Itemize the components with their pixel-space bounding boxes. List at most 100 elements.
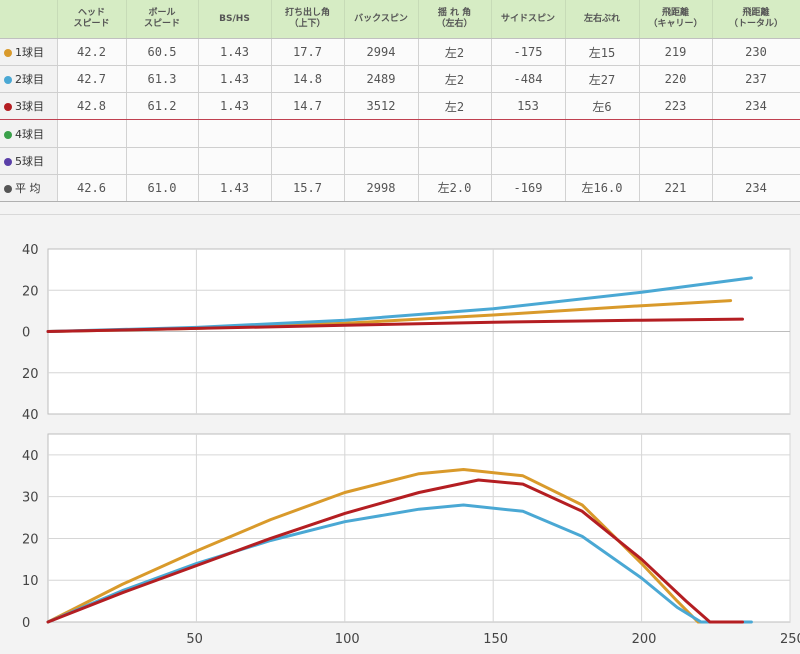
chart-0-series-line-3 xyxy=(46,317,744,333)
launch-angle-cell xyxy=(271,119,345,148)
back-spin-cell xyxy=(344,119,419,148)
side-spin-cell: -175 xyxy=(491,38,566,67)
row-label: 3球目 xyxy=(0,92,58,121)
back-spin-cell: 2994 xyxy=(344,38,419,67)
header-cell: ヘッド スピード xyxy=(57,0,127,39)
table-row[interactable]: 4球目 xyxy=(0,119,800,148)
back-spin-cell: 3512 xyxy=(344,92,419,121)
side-spin-cell xyxy=(491,119,566,148)
shot-data-table: ヘッド スピード ボール スピード BS/HS 打ち出し角 （上下） バックスピ… xyxy=(0,0,800,203)
chart-0-y-tick-label: 20 xyxy=(22,284,39,299)
total-distance-cell: 230 xyxy=(712,38,800,67)
ball-speed-cell xyxy=(126,119,199,148)
deviation-cell xyxy=(565,119,640,148)
carry-distance-cell: 220 xyxy=(639,65,713,94)
side-spin-cell: -169 xyxy=(491,174,566,203)
smash-factor-cell: 1.43 xyxy=(198,174,272,203)
header-cell: 揺 れ 角 （左右） xyxy=(418,0,492,39)
ball-3-dot-icon xyxy=(4,103,12,112)
row-label: 5球目 xyxy=(0,147,58,175)
header-cell xyxy=(0,0,58,39)
swing-angle-cell: 左2 xyxy=(418,65,492,94)
header-cell: 打ち出し角 （上下） xyxy=(271,0,345,39)
side-spin-cell xyxy=(491,147,566,175)
deviation-cell: 左6 xyxy=(565,92,640,121)
chart-1-x-tick-label: 200 xyxy=(632,632,657,647)
chart-0-y-tick-label: 0 xyxy=(22,326,30,341)
carry-distance-cell: 223 xyxy=(639,92,713,121)
total-distance-cell xyxy=(712,119,800,148)
average-dot-icon xyxy=(4,184,12,193)
launch-angle-cell: 14.7 xyxy=(271,92,345,121)
chart-0-y-tick-label: 20 xyxy=(22,367,39,382)
head-speed-cell xyxy=(57,147,127,175)
chart-1-series-line-2 xyxy=(46,503,753,624)
back-spin-cell: 2489 xyxy=(344,65,419,94)
header-cell: バックスピン xyxy=(344,0,419,39)
header-cell: 左右ぶれ xyxy=(565,0,640,39)
back-spin-cell: 2998 xyxy=(344,174,419,203)
ball-speed-cell: 60.5 xyxy=(126,38,199,67)
carry-distance-cell xyxy=(639,119,713,148)
header-cell: 飛距離 （キャリー） xyxy=(639,0,713,39)
head-speed-cell: 42.7 xyxy=(57,65,127,94)
ball-5-dot-icon xyxy=(4,157,12,166)
launch-angle-cell xyxy=(271,147,345,175)
header-cell: BS/HS xyxy=(198,0,272,39)
average-row[interactable]: 平 均 42.6 61.0 1.43 15.7 2998 左2.0 -169 左… xyxy=(0,174,800,203)
swing-angle-cell: 左2.0 xyxy=(418,174,492,203)
carry-distance-cell: 219 xyxy=(639,38,713,67)
chart-0-y-tick-label: 40 xyxy=(22,408,39,423)
total-distance-cell: 234 xyxy=(712,174,800,203)
chart-1-y-tick-label: 0 xyxy=(22,616,30,631)
ball-speed-cell xyxy=(126,147,199,175)
row-label-text: 5球目 xyxy=(15,154,44,168)
swing-angle-cell: 左2 xyxy=(418,92,492,121)
row-label-text: 2球目 xyxy=(15,73,44,87)
row-label: 1球目 xyxy=(0,38,58,67)
ball-4-dot-icon xyxy=(4,130,12,139)
smash-factor-cell: 1.43 xyxy=(198,92,272,121)
launch-angle-cell: 14.8 xyxy=(271,65,345,94)
chart-1-x-tick-label: 100 xyxy=(335,632,360,647)
side-spin-cell: -484 xyxy=(491,65,566,94)
row-label-text: 4球目 xyxy=(15,127,44,141)
deviation-cell xyxy=(565,147,640,175)
chart-1-x-tick-label: 250 xyxy=(780,632,800,647)
ball-speed-cell: 61.2 xyxy=(126,92,199,121)
header-cell: サイドスピン xyxy=(491,0,566,39)
table-row[interactable]: 3球目 42.8 61.2 1.43 14.7 3512 左2 153 左6 2… xyxy=(0,92,800,121)
row-label-text: 平 均 xyxy=(15,181,41,195)
head-speed-cell: 42.8 xyxy=(57,92,127,121)
deviation-cell: 左27 xyxy=(565,65,640,94)
chart-1-x-tick-label: 150 xyxy=(483,632,508,647)
chart-1-y-tick-label: 40 xyxy=(22,449,39,464)
smash-factor-cell: 1.43 xyxy=(198,38,272,67)
swing-angle-cell: 左2 xyxy=(418,38,492,67)
smash-factor-cell: 1.43 xyxy=(198,65,272,94)
chart-0-y-tick-label: 40 xyxy=(22,243,39,258)
chart-1-x-tick-label: 50 xyxy=(186,632,203,647)
smash-factor-cell xyxy=(198,147,272,175)
chart-1-series-line-3 xyxy=(46,478,744,624)
launch-angle-cell: 15.7 xyxy=(271,174,345,203)
table-row[interactable]: 2球目 42.7 61.3 1.43 14.8 2489 左2 -484 左27… xyxy=(0,65,800,94)
header-cell: 飛距離 （トータル） xyxy=(712,0,800,39)
table-row[interactable]: 5球目 xyxy=(0,147,800,175)
carry-distance-cell xyxy=(639,147,713,175)
row-label-text: 3球目 xyxy=(15,100,44,114)
launch-angle-cell: 17.7 xyxy=(271,38,345,67)
deviation-cell: 左16.0 xyxy=(565,174,640,203)
row-label: 平 均 xyxy=(0,174,58,203)
ball-speed-cell: 61.3 xyxy=(126,65,199,94)
row-label: 4球目 xyxy=(0,119,58,148)
table-row[interactable]: 1球目 42.2 60.5 1.43 17.7 2994 左2 -175 左15… xyxy=(0,38,800,67)
chart-1-y-tick-label: 10 xyxy=(22,574,39,589)
chart-1-y-tick-label: 30 xyxy=(22,491,39,506)
swing-angle-cell xyxy=(418,147,492,175)
carry-distance-cell: 221 xyxy=(639,174,713,203)
total-distance-cell: 237 xyxy=(712,65,800,94)
header-cell: ボール スピード xyxy=(126,0,199,39)
table-header-row: ヘッド スピード ボール スピード BS/HS 打ち出し角 （上下） バックスピ… xyxy=(0,0,800,39)
